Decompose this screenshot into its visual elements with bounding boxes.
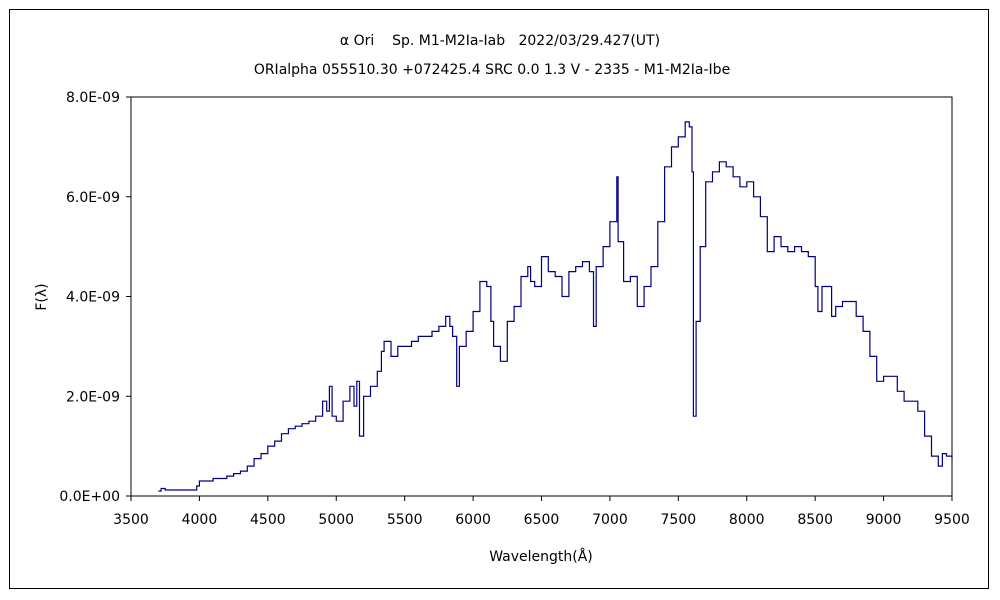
x-axis-label: Wavelength(Å): [489, 548, 593, 565]
y-tick-label: 4.0E-09: [66, 290, 120, 306]
x-tick-label: 9500: [934, 512, 970, 528]
y-tick-label: 0.0E+00: [59, 489, 120, 505]
x-tick-label: 4500: [250, 512, 286, 528]
y-tick-label: 8.0E-09: [66, 90, 120, 106]
y-tick-label: 6.0E-09: [66, 190, 120, 206]
x-tick-label: 7500: [661, 512, 697, 528]
x-tick-label: 9000: [866, 512, 902, 528]
chart-title: α Ori Sp. M1-M2Ia-Iab 2022/03/29.427(UT): [340, 33, 660, 49]
x-tick-label: 3500: [113, 512, 149, 528]
y-tick-label: 2.0E-09: [66, 389, 120, 405]
x-tick-label: 5500: [387, 512, 423, 528]
x-tick-label: 4000: [182, 512, 218, 528]
chart-frame: [9, 9, 989, 589]
x-tick-label: 6000: [455, 512, 491, 528]
x-tick-label: 6500: [524, 512, 560, 528]
x-tick-label: 8000: [729, 512, 765, 528]
x-tick-label: 7000: [592, 512, 628, 528]
series-line-flux: [158, 121, 953, 492]
plot-area: [130, 96, 953, 497]
x-tick-label: 5000: [318, 512, 354, 528]
chart-subtitle: ORIalpha 055510.30 +072425.4 SRC 0.0 1.3…: [254, 62, 730, 78]
y-axis-label: F(λ): [34, 283, 50, 310]
x-tick-label: 8500: [797, 512, 833, 528]
